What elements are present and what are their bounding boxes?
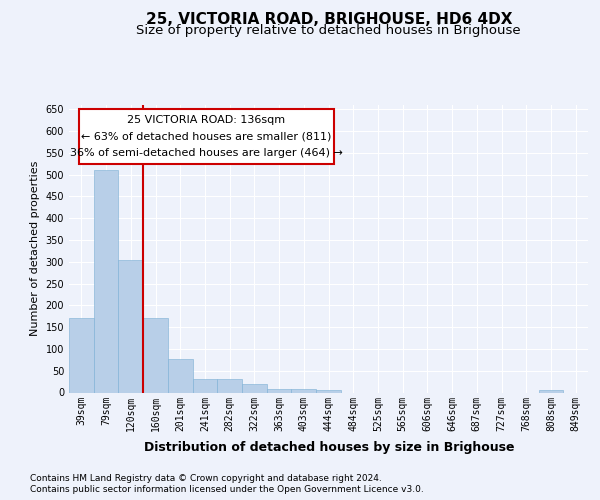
Text: Distribution of detached houses by size in Brighouse: Distribution of detached houses by size … xyxy=(143,441,514,454)
Bar xyxy=(217,378,242,392)
Text: 36% of semi-detached houses are larger (464) →: 36% of semi-detached houses are larger (… xyxy=(70,148,343,158)
Bar xyxy=(292,390,316,392)
Y-axis label: Number of detached properties: Number of detached properties xyxy=(30,161,40,336)
Text: Contains HM Land Registry data © Crown copyright and database right 2024.: Contains HM Land Registry data © Crown c… xyxy=(30,474,382,483)
Text: Contains public sector information licensed under the Open Government Licence v3: Contains public sector information licen… xyxy=(30,485,424,494)
Bar xyxy=(539,390,563,392)
Text: Size of property relative to detached houses in Brighouse: Size of property relative to detached ho… xyxy=(136,24,521,37)
Bar xyxy=(316,390,341,392)
Text: ← 63% of detached houses are smaller (811): ← 63% of detached houses are smaller (81… xyxy=(82,132,332,141)
Bar xyxy=(242,384,267,392)
Text: 25, VICTORIA ROAD, BRIGHOUSE, HD6 4DX: 25, VICTORIA ROAD, BRIGHOUSE, HD6 4DX xyxy=(146,12,512,28)
Bar xyxy=(193,378,217,392)
Bar xyxy=(69,318,94,392)
FancyBboxPatch shape xyxy=(79,110,334,164)
Bar xyxy=(143,318,168,392)
Bar xyxy=(168,359,193,392)
Text: 25 VICTORIA ROAD: 136sqm: 25 VICTORIA ROAD: 136sqm xyxy=(127,115,286,125)
Bar xyxy=(118,260,143,392)
Bar xyxy=(94,170,118,392)
Bar xyxy=(267,390,292,392)
